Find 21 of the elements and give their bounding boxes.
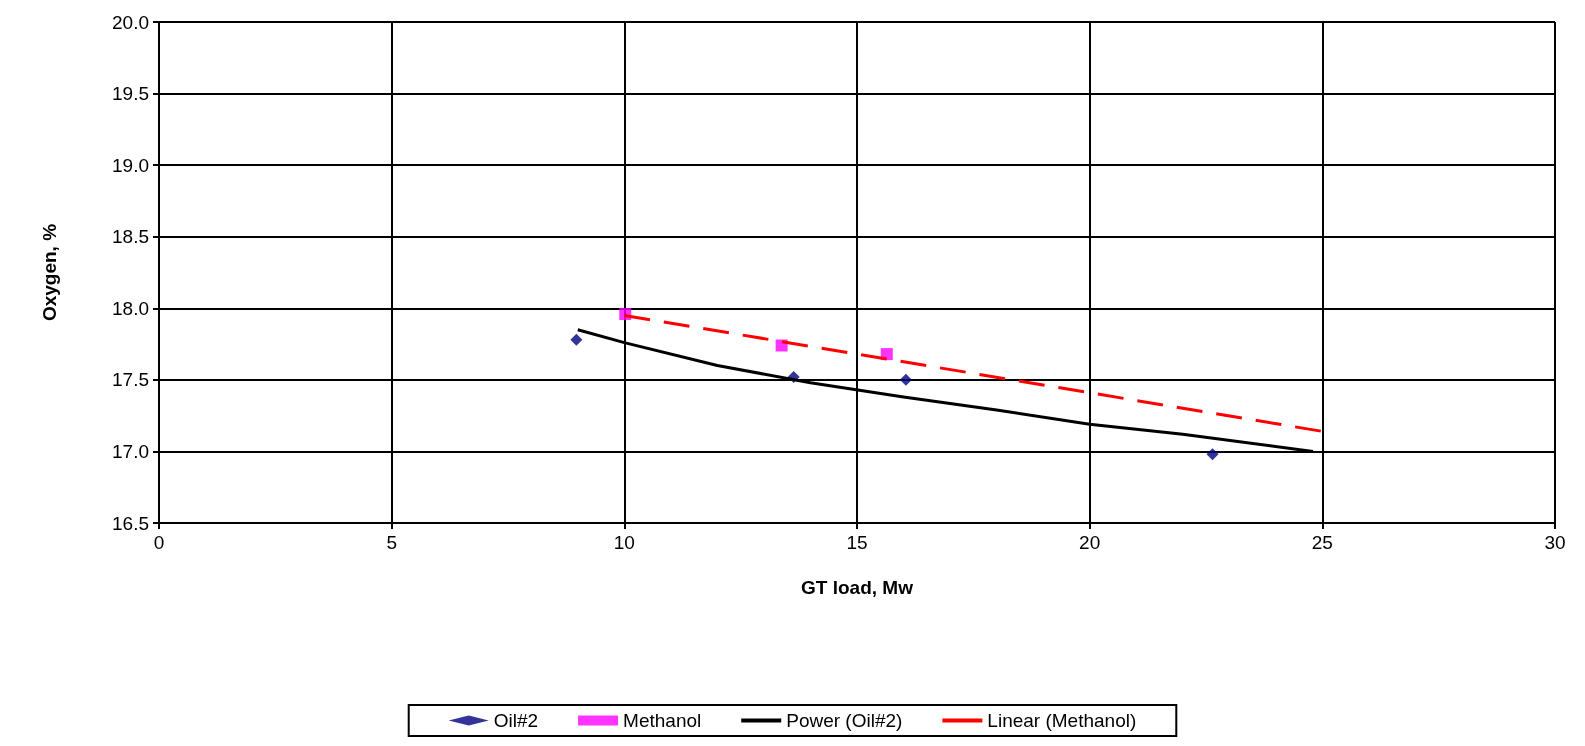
y-tick-label: 18.5 <box>112 226 149 248</box>
legend-label: Power (Oil#2) <box>786 710 903 731</box>
y-tick-label: 17.0 <box>112 440 149 462</box>
y-tick-label: 18.0 <box>112 297 149 319</box>
x-tick-label: 30 <box>1544 532 1566 553</box>
y-tick-label: 19.5 <box>112 83 149 105</box>
legend-label: Methanol <box>623 710 702 731</box>
y-tick-label: 17.5 <box>112 369 149 391</box>
x-tick-label: 5 <box>386 532 397 553</box>
x-tick-label: 0 <box>153 532 165 553</box>
legend-label: Oil#2 <box>493 710 539 731</box>
y-axis-title: Oxygen, % <box>39 223 60 322</box>
x-axis-title: GT load, Mw <box>801 577 914 598</box>
legend-label: Linear (Methanol) <box>987 710 1137 731</box>
y-tick-label: 19.0 <box>112 154 149 176</box>
x-tick-label: 15 <box>846 532 868 553</box>
x-tick-label: 10 <box>613 532 635 553</box>
y-tick-label: 16.5 <box>112 512 149 534</box>
y-tick-label: 20.0 <box>112 11 149 33</box>
x-tick-label: 20 <box>1079 532 1101 553</box>
x-tick-label: 25 <box>1311 532 1333 553</box>
